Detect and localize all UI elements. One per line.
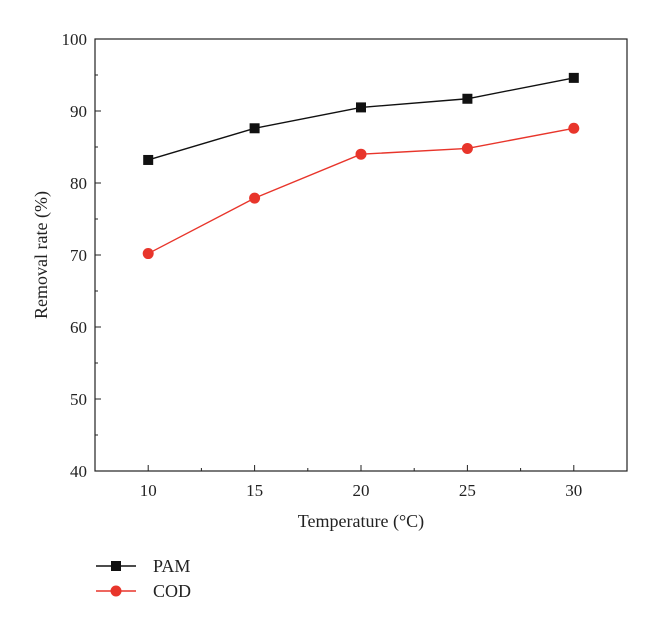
series-line-pam bbox=[148, 77, 574, 161]
data-point-cod bbox=[355, 148, 367, 160]
y-tick-label: 50 bbox=[70, 390, 87, 409]
x-axis-title: Temperature (°C) bbox=[298, 511, 424, 532]
data-point-cod bbox=[568, 122, 580, 134]
y-tick-label: 80 bbox=[70, 174, 87, 193]
x-tick-label: 15 bbox=[246, 481, 263, 500]
x-tick-label: 25 bbox=[459, 481, 476, 500]
x-tick-label: 30 bbox=[565, 481, 582, 500]
y-tick-label: 90 bbox=[70, 102, 87, 121]
data-point-pam bbox=[568, 72, 579, 83]
data-point-pam bbox=[143, 154, 154, 165]
data-point-pam bbox=[249, 123, 260, 134]
series-layer bbox=[142, 72, 580, 260]
legend-label-pam: PAM bbox=[153, 556, 190, 576]
data-point-cod bbox=[249, 192, 261, 204]
legend-label-cod: COD bbox=[153, 581, 191, 601]
y-tick-label: 100 bbox=[62, 30, 88, 49]
legend: PAM COD bbox=[96, 556, 191, 601]
y-axis: 40 50 60 70 80 90 100 bbox=[62, 30, 101, 481]
y-axis-title: Removal rate (%) bbox=[31, 191, 52, 319]
data-point-cod bbox=[461, 142, 473, 154]
x-tick-label: 10 bbox=[140, 481, 157, 500]
y-tick-label: 40 bbox=[70, 462, 87, 481]
data-point-cod bbox=[142, 248, 154, 260]
y-tick-label: 70 bbox=[70, 246, 87, 265]
legend-marker-pam bbox=[111, 561, 121, 571]
data-point-pam bbox=[462, 93, 473, 104]
series-line-cod bbox=[147, 127, 574, 255]
x-tick-label: 20 bbox=[353, 481, 370, 500]
x-axis: 10 15 20 25 30 bbox=[140, 465, 582, 500]
legend-marker-cod bbox=[110, 585, 122, 597]
data-point-pam bbox=[356, 102, 366, 113]
y-tick-label: 60 bbox=[70, 318, 87, 337]
